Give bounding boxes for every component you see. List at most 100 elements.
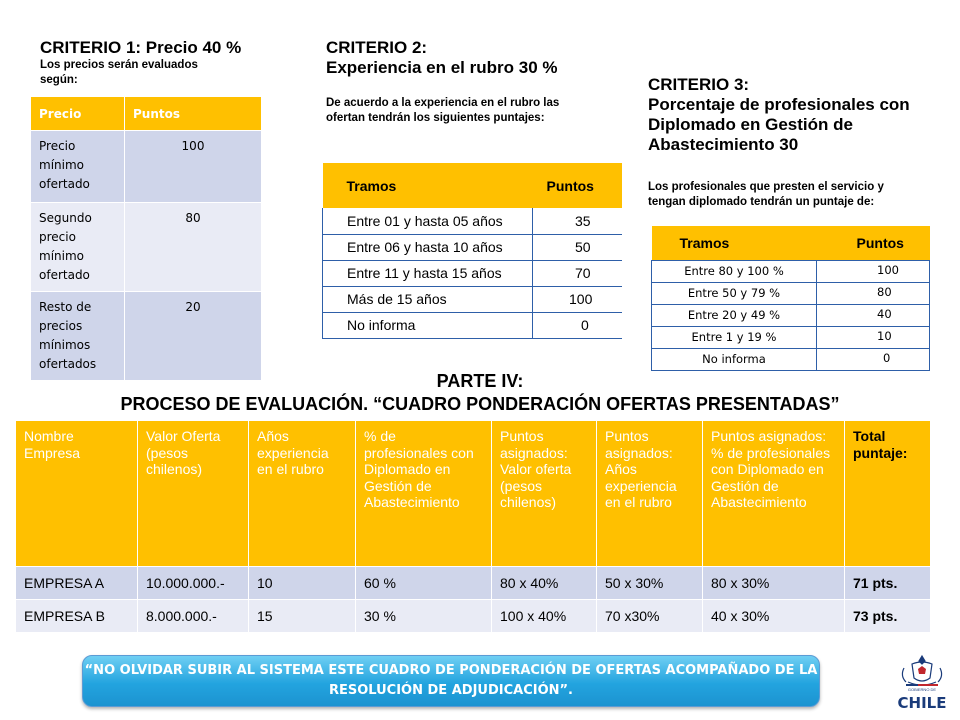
criterio2-desc-line: ofertan tendrán los siguientes puntajes: bbox=[326, 112, 545, 124]
header-puntos-experiencia: Puntos asignados: Años experiencia en el… bbox=[596, 420, 703, 567]
row-tramo: Entre 80 y 100 % bbox=[651, 259, 817, 283]
row-tramo: Entre 20 y 49 % bbox=[651, 303, 817, 327]
table-header-row: Precio Puntos bbox=[30, 96, 262, 131]
table-row: Entre 80 y 100 % 100 bbox=[651, 259, 930, 283]
row-points: 10 bbox=[816, 325, 930, 349]
table-row: No informa 0 bbox=[322, 312, 622, 339]
cell-puntos-experiencia: 50 x 30% bbox=[596, 566, 703, 600]
criterio1-desc-line: según: bbox=[40, 74, 78, 86]
criterio3-title-line: Porcentaje de profesionales con bbox=[648, 95, 910, 114]
header-total-puntaje: Total puntaje: bbox=[844, 420, 931, 567]
table-row: Entre 01 y hasta 05 años 35 bbox=[322, 208, 622, 235]
evaluation-table: Nombre Empresa Valor Oferta (pesos chile… bbox=[15, 420, 931, 633]
criterio1-desc-line: Los precios serán evaluados bbox=[40, 59, 198, 71]
cell-puntos-experiencia: 70 x30% bbox=[596, 599, 703, 633]
row-points: 40 bbox=[816, 303, 930, 327]
row-points: 100 bbox=[532, 286, 622, 313]
table-row: Segundo precio mínimo ofertado 80 bbox=[30, 202, 262, 292]
criterio2-desc-line: De acuerdo a la experiencia en el rubro … bbox=[326, 97, 560, 109]
cell-porcentaje: 60 % bbox=[355, 566, 492, 600]
table-row: Entre 50 y 79 % 80 bbox=[651, 281, 930, 305]
criterio3-title-line: CRITERIO 3: bbox=[648, 75, 750, 94]
banner-line: “NO OLVIDAR SUBIR AL SISTEMA ESTE CUADRO… bbox=[84, 663, 818, 678]
cell-anos: 10 bbox=[248, 566, 356, 600]
table-header-row: Tramos Puntos bbox=[322, 163, 622, 208]
row-label: Precio mínimo ofertado bbox=[30, 130, 125, 203]
row-points: 80 bbox=[124, 202, 262, 292]
cell-empresa: EMPRESA B bbox=[15, 599, 138, 633]
header-puntos: Puntos bbox=[532, 163, 622, 208]
criterio2-title-line: CRITERIO 2: bbox=[326, 38, 428, 57]
row-tramo: Entre 01 y hasta 05 años bbox=[322, 208, 533, 235]
row-points: 70 bbox=[532, 260, 622, 287]
header-precio: Precio bbox=[30, 96, 125, 131]
gobierno-chile-crest-icon bbox=[901, 654, 943, 686]
criterio2-description: De acuerdo a la experiencia en el rubro … bbox=[326, 96, 559, 126]
table-row: Resto de precios mínimos ofertados 20 bbox=[30, 291, 262, 381]
row-tramo: No informa bbox=[651, 347, 817, 371]
cell-puntos-valor: 80 x 40% bbox=[491, 566, 597, 600]
criterio1-title: CRITERIO 1: Precio 40 % bbox=[40, 38, 242, 57]
table-row: Entre 1 y 19 % 10 bbox=[651, 325, 930, 349]
row-tramo: Más de 15 años bbox=[322, 286, 533, 313]
header-nombre-empresa: Nombre Empresa bbox=[15, 420, 138, 567]
parte-iv-heading: PARTE IV: bbox=[436, 371, 524, 391]
row-tramo: Entre 1 y 19 % bbox=[651, 325, 817, 349]
header-porcentaje-profesionales: % de profesionales con Diplomado en Gest… bbox=[355, 420, 492, 567]
table-row: No informa 0 bbox=[651, 347, 930, 371]
criterio3-title-line: Diplomado en Gestión de bbox=[648, 115, 853, 134]
table-row: Entre 20 y 49 % 40 bbox=[651, 303, 930, 327]
header-puntos: Puntos bbox=[816, 226, 930, 260]
cell-anos: 15 bbox=[248, 599, 356, 633]
criterio3-desc-line: tengan diplomado tendrán un puntaje de: bbox=[648, 196, 875, 208]
row-points: 20 bbox=[124, 291, 262, 381]
cell-valor: 8.000.000.- bbox=[137, 599, 249, 633]
row-tramo: No informa bbox=[322, 312, 533, 339]
row-points: 80 bbox=[816, 281, 930, 305]
row-points: 100 bbox=[124, 130, 262, 203]
row-points: 50 bbox=[532, 234, 622, 261]
criterio2-table: Tramos Puntos Entre 01 y hasta 05 años 3… bbox=[322, 163, 622, 339]
cell-total: 71 pts. bbox=[844, 566, 931, 600]
logo-top-text: GOBIERNO DE bbox=[907, 687, 937, 692]
row-label: Segundo precio mínimo ofertado bbox=[30, 202, 125, 292]
banner-line: RESOLUCIÓN DE ADJUDICACIÓN”. bbox=[329, 683, 573, 698]
row-points: 35 bbox=[532, 208, 622, 235]
table-header-row: Tramos Puntos bbox=[651, 226, 930, 260]
criterio3-description: Los profesionales que presten el servici… bbox=[648, 180, 884, 210]
row-points: 0 bbox=[532, 312, 622, 339]
row-tramo: Entre 50 y 79 % bbox=[651, 281, 817, 305]
criterio3-table: Tramos Puntos Entre 80 y 100 % 100 Entre… bbox=[651, 226, 930, 371]
header-valor-oferta: Valor Oferta (pesos chilenos) bbox=[137, 420, 249, 567]
criterio2-title: CRITERIO 2: Experiencia en el rubro 30 % bbox=[326, 38, 557, 78]
cell-puntos-valor: 100 x 40% bbox=[491, 599, 597, 633]
cell-porcentaje: 30 % bbox=[355, 599, 492, 633]
cell-total: 73 pts. bbox=[844, 599, 931, 633]
table-row: Precio mínimo ofertado 100 bbox=[30, 130, 262, 203]
criterio2-title-line: Experiencia en el rubro 30 % bbox=[326, 58, 558, 77]
table-row: Entre 06 y hasta 10 años 50 bbox=[322, 234, 622, 261]
table-row: Más de 15 años 100 bbox=[322, 286, 622, 313]
row-points: 100 bbox=[816, 259, 930, 283]
criterio3-title-line: Abastecimiento 30 bbox=[648, 135, 799, 154]
table-row: EMPRESA A 10.000.000.- 10 60 % 80 x 40% … bbox=[15, 566, 931, 600]
header-puntos: Puntos bbox=[124, 96, 262, 131]
criterio3-desc-line: Los profesionales que presten el servici… bbox=[648, 181, 884, 193]
header-anos-experiencia: Años experiencia en el rubro bbox=[248, 420, 356, 567]
table-row: EMPRESA B 8.000.000.- 15 30 % 100 x 40% … bbox=[15, 599, 931, 633]
header-tramos: Tramos bbox=[651, 226, 817, 260]
cell-empresa: EMPRESA A bbox=[15, 566, 138, 600]
logo-name: CHILE bbox=[897, 694, 947, 712]
reminder-banner: “NO OLVIDAR SUBIR AL SISTEMA ESTE CUADRO… bbox=[82, 655, 820, 707]
table-row: Entre 11 y hasta 15 años 70 bbox=[322, 260, 622, 287]
row-tramo: Entre 11 y hasta 15 años bbox=[322, 260, 533, 287]
criterio1-table: Precio Puntos Precio mínimo ofertado 100… bbox=[30, 96, 262, 381]
proceso-evaluacion-heading: PROCESO DE EVALUACIÓN. “CUADRO PONDERACI… bbox=[120, 394, 840, 414]
cell-valor: 10.000.000.- bbox=[137, 566, 249, 600]
cell-puntos-profesionales: 80 x 30% bbox=[702, 566, 845, 600]
header-tramos: Tramos bbox=[322, 163, 533, 208]
row-points: 0 bbox=[816, 347, 930, 371]
header-puntos-profesionales: Puntos asignados: % de profesionales con… bbox=[702, 420, 845, 567]
table-header-row: Nombre Empresa Valor Oferta (pesos chile… bbox=[15, 420, 931, 567]
row-label: Resto de precios mínimos ofertados bbox=[30, 291, 125, 381]
